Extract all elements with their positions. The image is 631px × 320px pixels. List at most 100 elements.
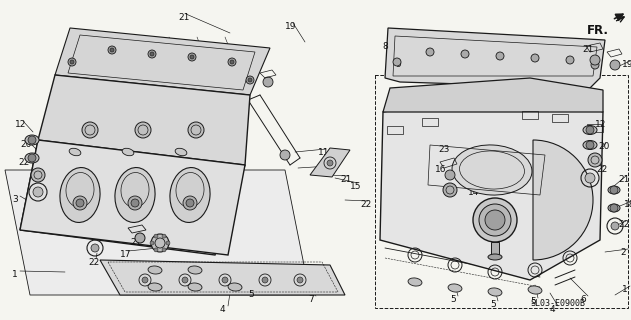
Polygon shape	[55, 28, 270, 95]
Circle shape	[610, 186, 618, 194]
Circle shape	[248, 78, 252, 82]
Circle shape	[496, 52, 504, 60]
Text: 19: 19	[622, 60, 631, 69]
Circle shape	[280, 150, 290, 160]
Text: 5: 5	[490, 300, 496, 309]
Text: 1: 1	[12, 270, 18, 279]
Text: 22: 22	[618, 220, 629, 229]
Ellipse shape	[583, 140, 597, 149]
Circle shape	[76, 199, 84, 207]
Circle shape	[154, 248, 158, 252]
Text: 21: 21	[130, 238, 141, 247]
Text: 5: 5	[248, 290, 254, 299]
Circle shape	[461, 50, 469, 58]
Text: 4: 4	[220, 305, 226, 314]
Polygon shape	[310, 148, 350, 177]
Text: 12: 12	[15, 120, 27, 129]
Text: 13: 13	[468, 175, 480, 184]
Polygon shape	[20, 140, 245, 255]
Ellipse shape	[115, 168, 155, 222]
Circle shape	[586, 126, 594, 134]
Circle shape	[183, 196, 197, 210]
Circle shape	[473, 198, 517, 242]
Circle shape	[393, 58, 401, 66]
Polygon shape	[100, 260, 345, 295]
Polygon shape	[383, 78, 603, 112]
Text: 14: 14	[468, 188, 480, 197]
Text: 21: 21	[582, 45, 593, 54]
Wedge shape	[533, 140, 593, 260]
Circle shape	[135, 233, 145, 243]
Circle shape	[230, 60, 234, 64]
Text: 18: 18	[624, 200, 631, 209]
Circle shape	[327, 160, 333, 166]
Circle shape	[91, 244, 99, 252]
Circle shape	[445, 170, 455, 180]
Polygon shape	[20, 140, 245, 255]
Ellipse shape	[188, 283, 202, 291]
Circle shape	[31, 168, 45, 182]
Text: 4: 4	[550, 305, 556, 314]
Ellipse shape	[528, 286, 542, 294]
Circle shape	[166, 241, 170, 245]
Ellipse shape	[583, 125, 597, 134]
Circle shape	[591, 61, 599, 69]
Text: 3: 3	[12, 195, 18, 204]
Text: 8: 8	[382, 42, 388, 51]
Circle shape	[246, 76, 254, 84]
Circle shape	[426, 48, 434, 56]
Ellipse shape	[608, 204, 620, 212]
Text: 11: 11	[318, 148, 329, 157]
Text: 5: 5	[530, 297, 536, 306]
Ellipse shape	[452, 145, 532, 195]
Circle shape	[182, 277, 188, 283]
Circle shape	[566, 56, 574, 64]
Circle shape	[262, 277, 268, 283]
Ellipse shape	[188, 266, 202, 274]
Circle shape	[186, 199, 194, 207]
Text: 7: 7	[308, 295, 314, 304]
Ellipse shape	[448, 284, 462, 292]
Circle shape	[33, 187, 43, 197]
Polygon shape	[38, 75, 250, 165]
Ellipse shape	[25, 153, 39, 163]
Circle shape	[162, 248, 166, 252]
Ellipse shape	[25, 135, 39, 145]
Text: 5: 5	[450, 295, 456, 304]
Ellipse shape	[122, 148, 134, 156]
Circle shape	[151, 234, 169, 252]
Circle shape	[128, 196, 142, 210]
Text: 22: 22	[18, 158, 29, 167]
Circle shape	[70, 60, 74, 64]
Text: 23: 23	[438, 145, 449, 154]
Text: FR.: FR.	[587, 24, 609, 37]
Circle shape	[28, 154, 36, 162]
Ellipse shape	[69, 148, 81, 156]
Text: 21: 21	[340, 175, 351, 184]
Circle shape	[82, 122, 98, 138]
Circle shape	[228, 58, 236, 66]
Text: 20: 20	[20, 140, 32, 149]
Circle shape	[610, 60, 620, 70]
Polygon shape	[380, 88, 603, 280]
Text: 22: 22	[88, 258, 99, 267]
Text: SL03-E0900B: SL03-E0900B	[531, 299, 586, 308]
Text: 19: 19	[285, 22, 297, 31]
Text: 15: 15	[350, 182, 362, 191]
Text: 20: 20	[598, 142, 610, 151]
Ellipse shape	[488, 288, 502, 296]
Circle shape	[190, 55, 194, 59]
Circle shape	[131, 199, 139, 207]
Text: 10: 10	[322, 165, 334, 174]
Ellipse shape	[170, 168, 210, 222]
Ellipse shape	[488, 254, 502, 260]
Circle shape	[110, 48, 114, 52]
Ellipse shape	[408, 278, 422, 286]
Circle shape	[585, 173, 595, 183]
Circle shape	[263, 77, 273, 87]
Ellipse shape	[228, 283, 242, 291]
Polygon shape	[5, 170, 310, 295]
Text: 9: 9	[395, 60, 401, 69]
Ellipse shape	[60, 168, 100, 222]
Text: 16: 16	[435, 165, 447, 174]
